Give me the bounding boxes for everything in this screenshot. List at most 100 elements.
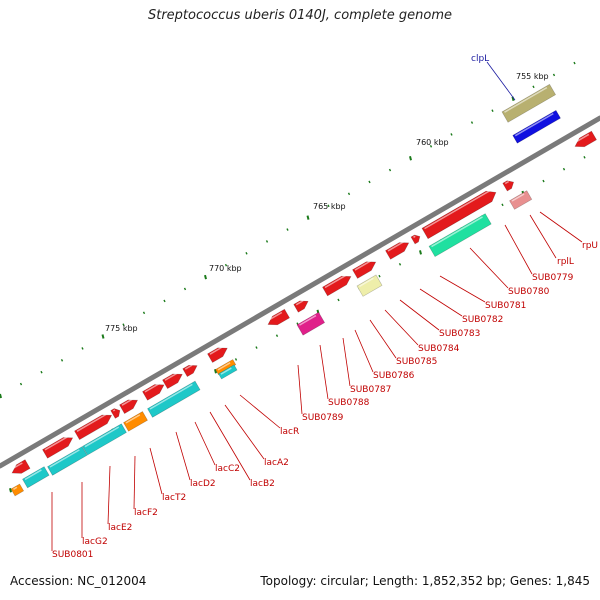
scale-tick <box>60 359 64 362</box>
forward-gene <box>293 300 309 313</box>
leader-line <box>439 275 486 303</box>
gene-label-sub0785: SUB0785 <box>396 357 437 367</box>
gene-label-sub0786: SUB0786 <box>373 371 415 381</box>
topology-text: Topology: circular; Length: 1,852,352 bp… <box>260 574 590 588</box>
reverse-gene-pink <box>509 190 533 210</box>
gene-label-lacb2: lacB2 <box>250 479 275 489</box>
leader-line <box>175 431 191 481</box>
forward-gene <box>42 436 74 459</box>
scale-tick <box>337 298 340 302</box>
leader-line <box>354 329 374 373</box>
forward-gene <box>74 413 113 441</box>
reverse-gene-orange <box>215 359 237 376</box>
scale-tick <box>275 334 279 337</box>
gene-label-lacg2: lacG2 <box>82 537 108 547</box>
clpl-gene <box>501 83 556 123</box>
scale-tick <box>573 61 576 65</box>
scale-tick <box>327 204 330 208</box>
gene-label-sub0779: SUB0779 <box>532 273 574 283</box>
scale-tick <box>583 155 586 159</box>
gene-label-sub0784: SUB0784 <box>418 344 460 354</box>
scale-tick <box>0 393 2 399</box>
scale-tick <box>409 155 412 161</box>
leader-line <box>384 309 419 346</box>
leader-line <box>297 364 303 415</box>
gene-label-lacc2: lacC2 <box>215 464 240 474</box>
scale-tick <box>101 334 105 339</box>
scale-tick <box>388 168 392 172</box>
scale-tick <box>450 133 453 136</box>
kbp-label-755: 755 kbp <box>516 72 549 81</box>
forward-gene <box>182 364 198 378</box>
clpl-leader <box>486 61 516 101</box>
kbp-label-765: 765 kbp <box>313 202 346 211</box>
reverse-gene-magenta <box>296 311 326 336</box>
forward-gene <box>142 383 165 401</box>
forward-gene <box>119 398 139 414</box>
scale-tick <box>245 252 248 255</box>
forward-gene <box>110 408 121 419</box>
leader-line <box>369 319 397 359</box>
leader-line <box>319 344 329 400</box>
scale-tick <box>470 121 474 124</box>
scale-tick <box>286 228 289 231</box>
leader-line <box>149 447 163 495</box>
gene-label-lacd2: lacD2 <box>190 479 216 489</box>
scale-tick <box>419 250 422 255</box>
gene-label-sub0789: SUB0789 <box>302 413 344 423</box>
scale-tick <box>255 346 258 349</box>
gene-features <box>10 83 597 497</box>
forward-gene <box>352 260 377 279</box>
gene-label-sub0801: SUB0801 <box>52 550 93 560</box>
leader-line <box>342 337 351 387</box>
leader-line <box>504 224 533 275</box>
leader-line <box>107 465 111 525</box>
forward-gene <box>410 234 421 245</box>
scale-tick <box>552 73 556 77</box>
leader-line <box>194 421 216 466</box>
reverse-gene-cyan <box>147 380 201 418</box>
scale-tick <box>122 323 125 326</box>
reverse-gene-cyan <box>22 466 50 489</box>
scale-tick <box>265 240 269 243</box>
scale-tick <box>19 382 23 386</box>
gene-label-sub0781: SUB0781 <box>485 301 526 311</box>
scale-tick <box>501 203 504 207</box>
leader-line <box>239 394 281 429</box>
gene-label-sub0780: SUB0780 <box>508 287 550 297</box>
reverse-gene-cyan <box>47 446 88 476</box>
kbp-label-770: 770 kbp <box>209 264 242 273</box>
gene-label-lacr: lacR <box>280 427 299 437</box>
scale-tick <box>542 179 545 183</box>
map-title: Streptococcus uberis 0140J, complete gen… <box>147 8 453 23</box>
genome-backbone <box>0 115 600 469</box>
forward-gene <box>207 346 228 363</box>
gene-label-lact2: lacT2 <box>162 493 186 503</box>
scale-tick <box>183 287 187 291</box>
reverse-gene-teal <box>428 213 492 258</box>
scale-tick <box>398 262 402 266</box>
scale-tick <box>429 144 433 148</box>
scale-tick <box>163 299 166 303</box>
scale-tick <box>204 274 207 280</box>
reverse-gene-yellow <box>356 274 383 297</box>
gene-label-lacf2: lacF2 <box>134 508 158 518</box>
gene-label-rpu: rpU <box>582 241 598 251</box>
leader-line <box>419 288 463 317</box>
leader-line <box>399 299 440 331</box>
leader-line <box>469 247 509 289</box>
kbp-label-775: 775 kbp <box>105 324 138 333</box>
kbp-label-760: 760 kbp <box>416 138 449 147</box>
reverse-gene-cyan <box>82 423 127 456</box>
forward-gene <box>421 189 497 240</box>
gene-label-sub0782: SUB0782 <box>462 315 503 325</box>
scale-tick <box>491 109 494 112</box>
reverse-gene-orange <box>123 411 148 432</box>
scale-tick <box>40 370 43 374</box>
reverse-gene-orange <box>10 483 25 497</box>
scale-tick <box>378 274 381 278</box>
leader-line <box>224 404 265 460</box>
leader-line <box>539 211 583 243</box>
clpl-strand-gene <box>512 109 561 144</box>
gene-label-sub0788: SUB0788 <box>328 398 370 408</box>
